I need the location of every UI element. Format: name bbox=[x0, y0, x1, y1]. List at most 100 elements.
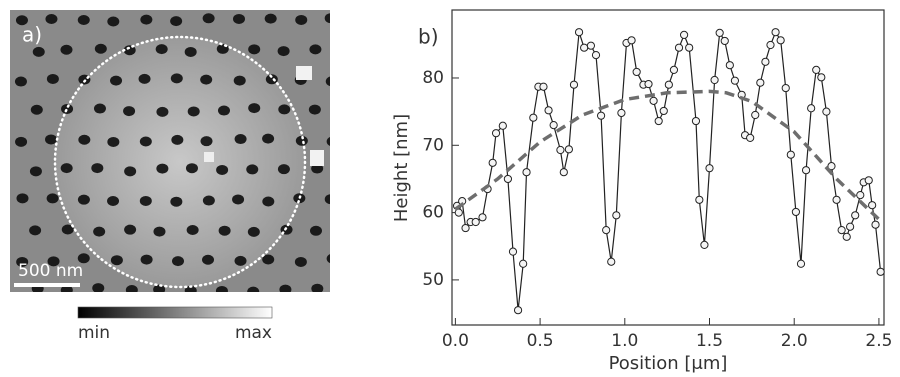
data-point bbox=[632, 67, 641, 77]
pore bbox=[339, 47, 351, 57]
pore bbox=[61, 224, 74, 235]
pore bbox=[15, 15, 28, 26]
data-point bbox=[700, 240, 709, 250]
pore bbox=[246, 164, 259, 175]
x-tick-label: 1.0 bbox=[611, 331, 638, 351]
y-tick-label: 60 bbox=[422, 203, 444, 223]
data-point bbox=[851, 211, 860, 220]
data-point bbox=[617, 108, 626, 118]
pore bbox=[15, 136, 28, 147]
pore bbox=[202, 254, 215, 265]
pore bbox=[170, 196, 183, 207]
data-point bbox=[471, 217, 480, 227]
panel-label: a) bbox=[22, 23, 42, 47]
pore bbox=[155, 44, 168, 55]
pore bbox=[295, 14, 308, 25]
scale-bar-label: 500 nm bbox=[18, 261, 83, 281]
pore bbox=[107, 196, 120, 207]
pore bbox=[340, 285, 352, 295]
pore bbox=[171, 134, 184, 145]
pore bbox=[45, 13, 58, 24]
pore bbox=[186, 224, 199, 235]
panel-label: b) bbox=[418, 25, 439, 49]
particle bbox=[310, 150, 324, 166]
pore bbox=[311, 283, 324, 292]
pore bbox=[153, 284, 166, 292]
pore bbox=[93, 103, 106, 114]
pore bbox=[200, 136, 213, 147]
particle bbox=[296, 66, 312, 80]
dotted-circle bbox=[53, 35, 307, 289]
pore bbox=[185, 163, 198, 174]
data-point bbox=[837, 225, 846, 235]
colorbar bbox=[77, 306, 273, 319]
pore bbox=[184, 285, 197, 292]
data-point bbox=[720, 36, 729, 46]
data-line bbox=[456, 30, 882, 311]
data-point bbox=[674, 43, 684, 52]
pore bbox=[77, 253, 90, 264]
x-tick-label: 2.5 bbox=[865, 331, 892, 351]
afm-image bbox=[10, 10, 354, 295]
data-point bbox=[679, 30, 689, 40]
pore bbox=[200, 74, 213, 85]
pore bbox=[218, 225, 231, 236]
pore bbox=[324, 13, 330, 24]
pore bbox=[294, 256, 307, 267]
data-point bbox=[756, 78, 765, 87]
pore bbox=[326, 136, 330, 146]
pore bbox=[110, 255, 123, 266]
data-point bbox=[503, 174, 513, 184]
pore bbox=[184, 46, 197, 57]
data-point bbox=[454, 208, 463, 217]
pore bbox=[248, 44, 261, 55]
pore bbox=[308, 104, 321, 115]
pore bbox=[110, 75, 123, 86]
data-point bbox=[827, 162, 836, 171]
pore bbox=[234, 255, 247, 266]
pore bbox=[153, 226, 166, 237]
pore bbox=[309, 225, 322, 236]
data-point bbox=[715, 28, 724, 37]
pore bbox=[234, 134, 247, 145]
data-point bbox=[766, 40, 775, 50]
scale-bar bbox=[14, 283, 80, 287]
pore bbox=[94, 43, 107, 54]
data-point bbox=[761, 57, 770, 66]
pore bbox=[233, 75, 246, 86]
data-point bbox=[801, 166, 811, 175]
data-point bbox=[488, 158, 497, 167]
pore bbox=[16, 256, 29, 267]
pore bbox=[172, 256, 185, 267]
data-point bbox=[491, 129, 501, 138]
data-point bbox=[508, 247, 518, 256]
data-point bbox=[751, 110, 760, 120]
data-point bbox=[529, 113, 538, 122]
pore bbox=[78, 134, 91, 145]
data-point bbox=[607, 257, 616, 266]
pore bbox=[139, 195, 152, 206]
pore bbox=[46, 193, 59, 204]
pore bbox=[217, 105, 230, 116]
pore bbox=[279, 284, 292, 292]
pore bbox=[311, 163, 324, 174]
data-point bbox=[776, 36, 785, 45]
pore bbox=[138, 73, 151, 84]
data-point bbox=[685, 43, 694, 52]
pore bbox=[262, 254, 275, 265]
pore bbox=[309, 44, 322, 55]
data-point bbox=[612, 211, 621, 220]
pore bbox=[93, 226, 106, 237]
pore bbox=[16, 193, 29, 204]
pore bbox=[342, 106, 354, 116]
data-point bbox=[649, 96, 658, 105]
data-point bbox=[730, 76, 740, 85]
data-point bbox=[602, 225, 611, 235]
plot-frame bbox=[451, 9, 885, 326]
colorbar-min: min bbox=[78, 323, 110, 343]
data-point bbox=[522, 168, 531, 177]
data-point bbox=[549, 120, 558, 130]
pore bbox=[232, 194, 245, 205]
data-point bbox=[586, 41, 596, 50]
